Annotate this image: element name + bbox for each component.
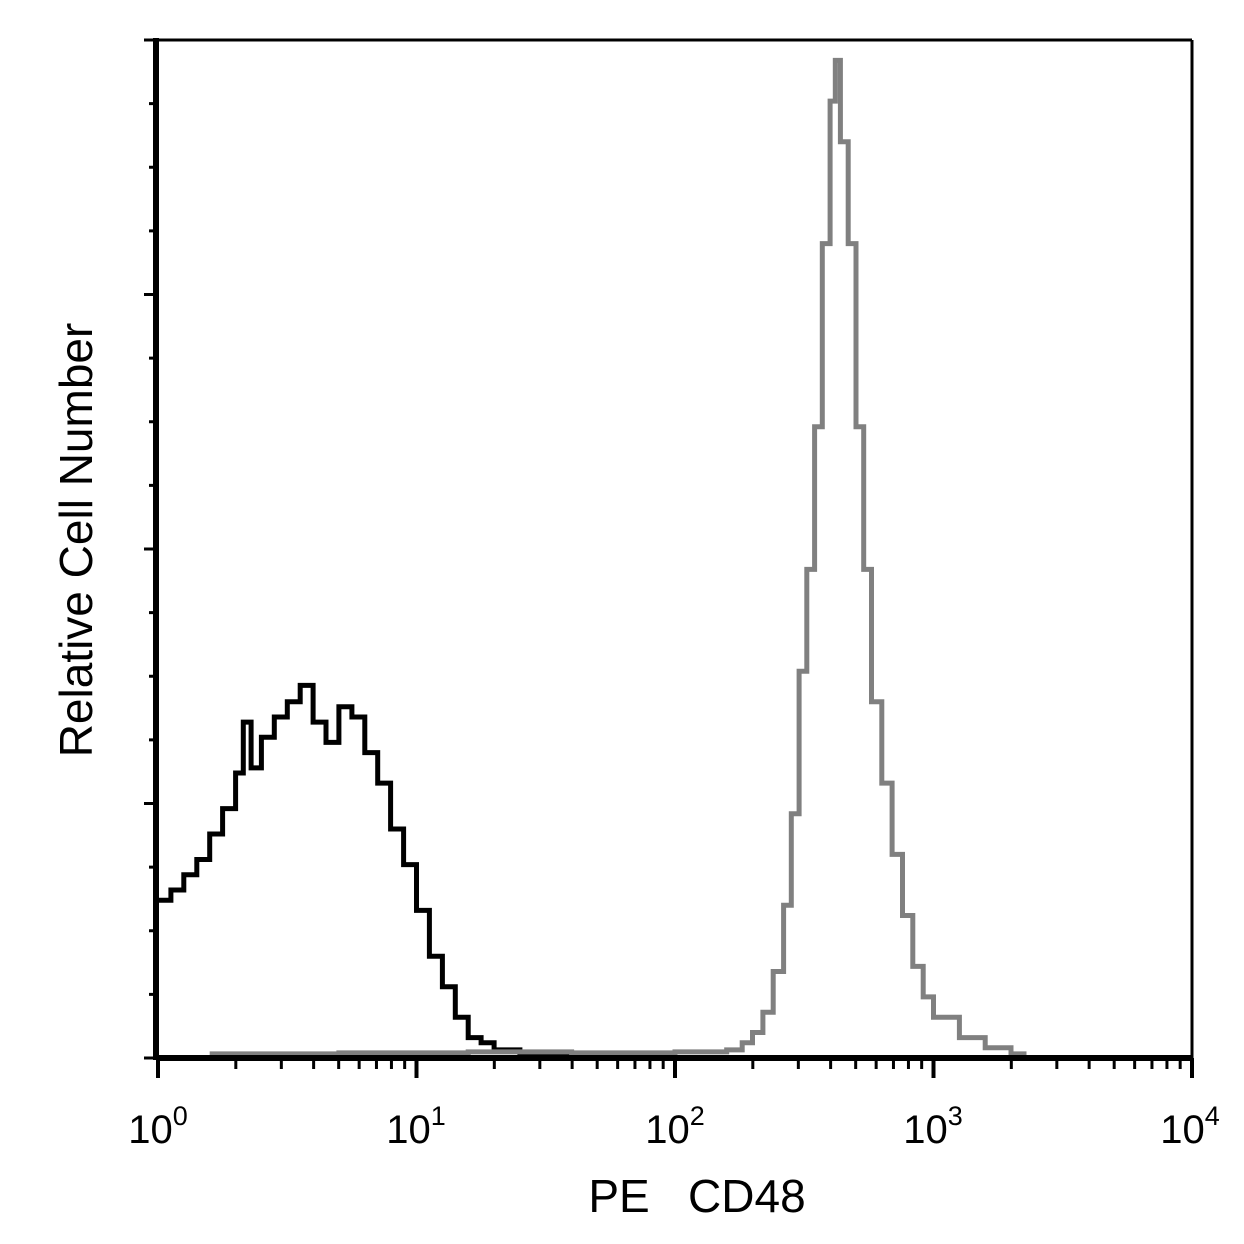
series-layer [158, 57, 1027, 1058]
x-axis-title: PE CD48 [588, 1170, 805, 1222]
x-tick-label-1e1: 101 [386, 1101, 446, 1152]
histogram-series-gray [209, 57, 1027, 1057]
x-tick-label-1e0: 100 [128, 1101, 188, 1152]
histogram-series-black [158, 682, 675, 1058]
y-axis-title: Relative Cell Number [50, 323, 102, 758]
x-tick-label-1e2: 102 [645, 1101, 705, 1152]
y-axis-ticks [144, 38, 156, 1060]
x-tick-label-1e4: 104 [1160, 1101, 1220, 1152]
x-axis-ticks [156, 1058, 1194, 1078]
plot-frame [158, 38, 1194, 1058]
x-tick-label-1e3: 103 [903, 1101, 963, 1152]
x-tick-labels: 100 101 102 103 104 [128, 1101, 1220, 1152]
